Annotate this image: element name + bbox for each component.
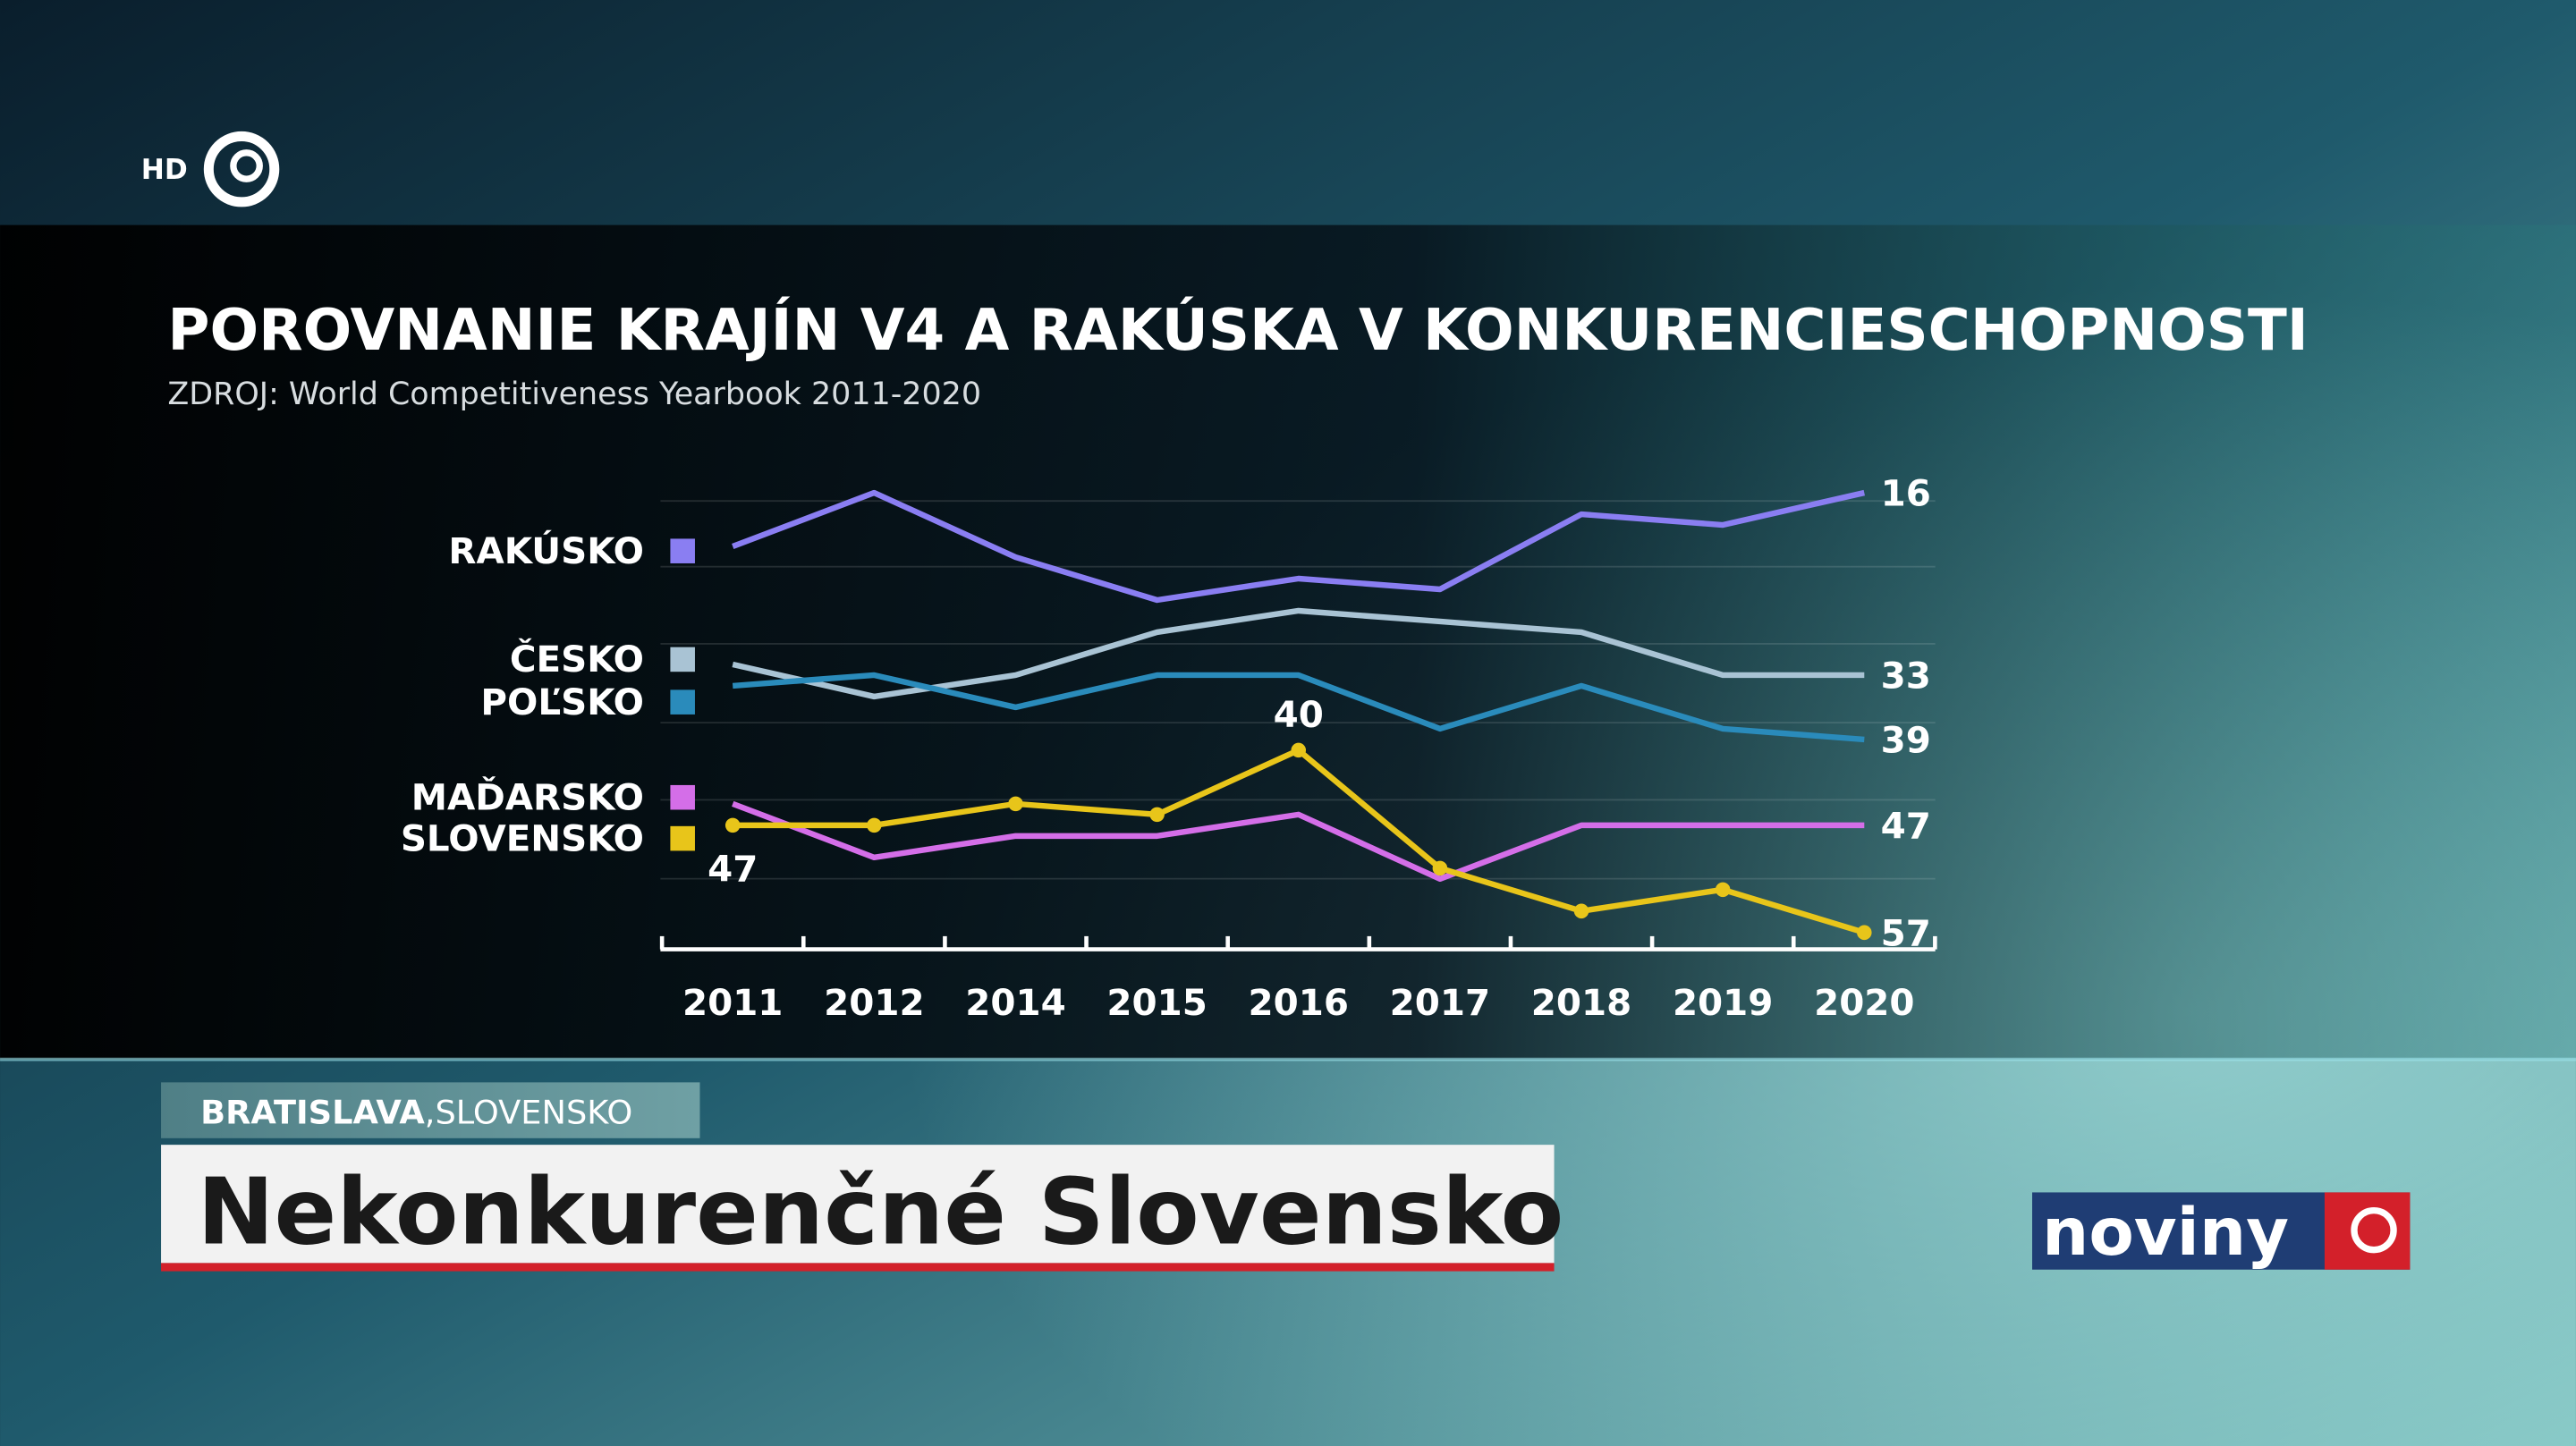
series-line xyxy=(732,672,1865,743)
point-marker xyxy=(1149,807,1165,823)
data-label: 39 xyxy=(1881,719,1931,762)
chart-subtitle: ZDROJ: World Competitiveness Yearbook 20… xyxy=(167,376,981,412)
data-label: 40 xyxy=(1274,693,1324,736)
point-marker xyxy=(1008,796,1023,812)
legend-label: MAĎARSKO xyxy=(411,775,644,818)
legend-swatch xyxy=(670,689,695,715)
chart-title: POROVNANIE KRAJÍN V4 A RAKÚSKA V KONKURE… xyxy=(167,296,2308,364)
brand-accent xyxy=(2324,1192,2411,1270)
headline-underline xyxy=(161,1263,1555,1272)
x-tick-label: 2019 xyxy=(1673,981,1773,1024)
point-marker xyxy=(1715,882,1731,898)
brand: noviny xyxy=(2042,1195,2289,1271)
data-label: 16 xyxy=(1881,472,1931,515)
legend-swatch xyxy=(670,647,695,672)
x-tick-label: 2017 xyxy=(1390,981,1490,1024)
data-label: 47 xyxy=(1881,805,1931,848)
legend-swatch xyxy=(670,825,695,851)
x-tick-label: 2018 xyxy=(1531,981,1631,1024)
chart-panel xyxy=(0,224,2576,1060)
headline: Nekonkurenčné Slovensko xyxy=(197,1159,1563,1265)
legend-label: POĽSKO xyxy=(480,681,644,723)
point-marker xyxy=(1573,903,1589,919)
data-label: 47 xyxy=(708,847,758,890)
series-line xyxy=(732,607,1865,700)
plot: 2011 2012 2014 2015 2016 2017 2018 2019 2020 16 RA… xyxy=(401,472,1937,1024)
series-line xyxy=(732,800,1865,883)
location: BRATISLAVA,SLOVENSKO xyxy=(200,1093,632,1131)
x-tick-label: 2014 xyxy=(965,981,1065,1024)
legend-label: RAKÚSKO xyxy=(448,529,644,572)
point-marker xyxy=(1857,925,1872,941)
channel-label: HD xyxy=(141,154,188,186)
legend-swatch xyxy=(670,784,695,810)
brand-logo xyxy=(2351,1206,2397,1254)
point-marker xyxy=(1291,742,1307,758)
x-tick-label: 2012 xyxy=(824,981,924,1024)
data-label: 33 xyxy=(1881,655,1931,698)
legend-label: ČESKO xyxy=(510,638,644,681)
point-marker xyxy=(867,817,882,833)
channel-logo xyxy=(203,131,280,207)
headline-box xyxy=(161,1145,1555,1264)
channel-logo-inner xyxy=(230,149,263,182)
location-box xyxy=(161,1082,700,1138)
point-marker xyxy=(1432,860,1448,876)
legend-swatch xyxy=(670,538,695,563)
location-country: ,SLOVENSKO xyxy=(425,1093,632,1131)
x-tick-label: 2020 xyxy=(1814,981,1914,1024)
legend-label: SLOVENSKO xyxy=(401,816,644,859)
location-city: BRATISLAVA xyxy=(200,1093,425,1131)
point-marker xyxy=(724,817,741,833)
x-tick-label: 2016 xyxy=(1249,981,1349,1024)
x-tick-label: 2015 xyxy=(1106,981,1207,1024)
x-tick-label: 2011 xyxy=(682,981,783,1024)
series-line xyxy=(732,489,1866,604)
data-label: 57 xyxy=(1881,911,1931,954)
